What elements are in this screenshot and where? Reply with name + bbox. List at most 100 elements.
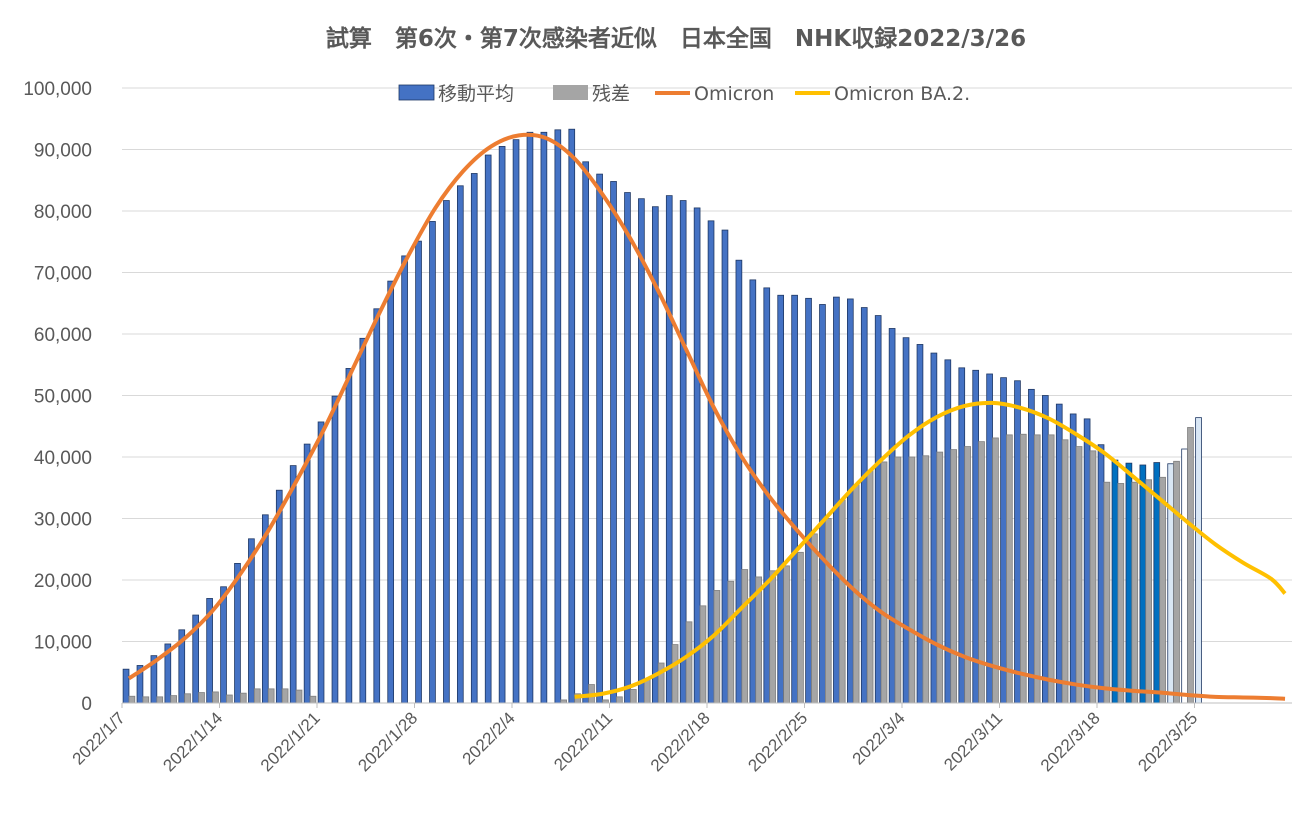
bar-moving-average	[1195, 417, 1202, 704]
bar-moving-average	[847, 298, 854, 704]
bar-moving-average	[624, 192, 631, 704]
bar-moving-average	[777, 294, 785, 704]
bar-residual	[643, 679, 651, 704]
bar-moving-average	[1000, 377, 1007, 704]
bar-residual	[783, 565, 790, 704]
bar-moving-average	[512, 139, 520, 704]
bar-moving-average	[317, 421, 325, 704]
bar-moving-average	[220, 586, 227, 704]
bar-residual	[1159, 476, 1166, 704]
bar-moving-average	[289, 465, 297, 704]
bar-residual	[769, 570, 776, 704]
bar-residual	[964, 446, 971, 704]
bar-moving-average	[373, 308, 381, 704]
bar-moving-average	[930, 352, 938, 704]
bar-moving-average	[1097, 444, 1105, 704]
bar-moving-average	[540, 131, 548, 704]
gridlines	[122, 87, 1292, 642]
bar-residual	[713, 590, 721, 704]
bar-residual	[239, 692, 247, 704]
bar-residual	[922, 455, 930, 704]
legend-entry-omicron: Omicron	[655, 83, 774, 105]
y-tick-label: 0	[81, 694, 92, 715]
bar-residual	[629, 689, 637, 704]
bar-residual	[1061, 439, 1069, 704]
bar-residual	[253, 688, 261, 704]
bar-residual	[699, 605, 707, 704]
bar-residual	[170, 695, 177, 704]
bar-moving-average	[401, 255, 408, 704]
bar-moving-average	[415, 240, 422, 704]
bar-residual	[1187, 427, 1194, 704]
bar-residual	[142, 696, 150, 704]
bar-residual	[741, 569, 749, 704]
bar-residual	[1131, 481, 1139, 704]
bar-moving-average	[1014, 380, 1021, 704]
legend-swatch-moving-average	[398, 84, 435, 101]
y-tick-label: 80,000	[34, 202, 92, 223]
bar-residual	[156, 696, 164, 704]
bar-moving-average	[331, 395, 339, 704]
bar-moving-average	[735, 259, 743, 704]
y-tick-label: 20,000	[34, 571, 92, 592]
bar-residual	[212, 691, 219, 704]
bar-moving-average	[526, 131, 534, 704]
y-tick-label: 50,000	[34, 387, 92, 408]
bar-moving-average	[902, 337, 910, 704]
bar-residual	[1089, 450, 1097, 704]
bar-moving-average	[679, 200, 687, 704]
legend-label-omicron-ba2: Omicron BA.2.	[834, 83, 970, 105]
bar-residual	[824, 518, 832, 704]
y-tick-label: 60,000	[34, 325, 92, 346]
bar-moving-average	[610, 181, 617, 704]
bar-moving-average	[819, 304, 826, 704]
bar-residual	[226, 694, 233, 704]
bar-moving-average	[429, 221, 436, 704]
bar-moving-average	[582, 161, 590, 704]
bar-moving-average	[805, 297, 812, 704]
bar-moving-average	[359, 337, 367, 704]
bar-residual	[880, 461, 888, 704]
bar-moving-average	[693, 207, 701, 704]
legend-swatch-residual	[553, 85, 588, 100]
bar-moving-average	[275, 489, 283, 704]
bar-moving-average	[596, 173, 603, 704]
bar-moving-average	[707, 220, 715, 704]
bar-residual	[936, 451, 944, 704]
bar-residual	[894, 456, 902, 704]
bar-residual	[1103, 481, 1111, 704]
bar-moving-average	[749, 279, 757, 704]
line-omicron-ba2	[574, 400, 1287, 699]
bar-moving-average	[833, 296, 840, 704]
bar-moving-average	[860, 307, 868, 704]
bar-residual	[950, 449, 957, 704]
bar-moving-average	[1055, 403, 1063, 704]
legend-label-moving-average: 移動平均	[438, 83, 514, 105]
bar-residual	[992, 437, 999, 704]
bar-moving-average	[1069, 413, 1077, 704]
bar-moving-average	[470, 173, 478, 704]
bar-moving-average	[1167, 463, 1175, 704]
bar-residual	[281, 688, 289, 704]
bar-moving-average	[791, 294, 798, 704]
bar-moving-average	[261, 514, 269, 704]
bar-moving-average	[1111, 459, 1119, 704]
legend-entry-moving-average: 移動平均	[398, 83, 514, 105]
bar-moving-average	[1181, 448, 1188, 704]
bar-moving-average	[456, 185, 464, 704]
bar-moving-average	[122, 668, 130, 704]
bar-moving-average	[986, 373, 993, 704]
bar-moving-average	[1083, 418, 1091, 704]
bar-moving-average	[972, 369, 980, 704]
y-tick-label: 40,000	[34, 448, 92, 469]
bar-residual	[184, 693, 191, 704]
bar-residual	[309, 695, 317, 704]
bar-residual	[1033, 434, 1041, 704]
bar-moving-average	[888, 328, 896, 704]
bar-moving-average	[1125, 462, 1133, 704]
bar-moving-average	[1139, 464, 1147, 704]
bar-residual	[128, 695, 136, 704]
bar-moving-average	[387, 280, 395, 704]
legend-label-omicron: Omicron	[694, 83, 774, 105]
